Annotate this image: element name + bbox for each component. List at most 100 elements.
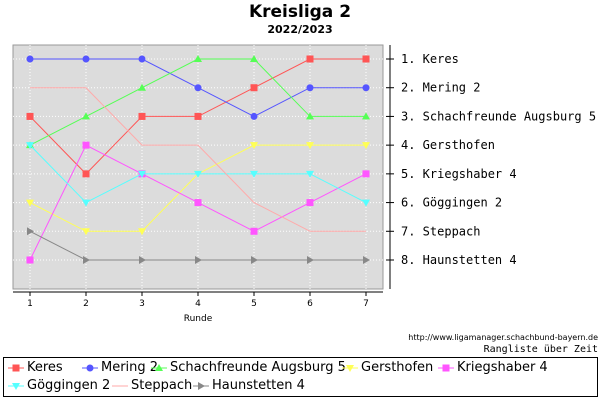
x-tick-label: 3 [139, 299, 145, 309]
legend-item-kriegshaber-4: Kriegshaber 4 [438, 360, 548, 376]
series-g-ggingen-2-marker [306, 170, 314, 178]
series-g-ggingen-2-marker [250, 170, 258, 178]
legend-item-kriegshaber-4-marker [442, 364, 450, 371]
series-gersthofen-marker [138, 228, 146, 236]
legend-item-gersthofen-label: Gersthofen [361, 360, 434, 375]
series-haunstetten-4-marker [363, 256, 370, 264]
series-keres-marker [306, 55, 314, 63]
rank-chart: 1 2 3 4 5 6 7 1. Keres 2. Mering 2 3. Schachfreu… [12, 44, 596, 324]
series-gersthofen-marker [306, 142, 314, 150]
series-g-ggingen-2-marker [26, 142, 34, 150]
legend-item-gersthofen-swatch [342, 364, 358, 372]
rank-label: 4. Gersthofen [401, 138, 495, 152]
series-schachfreunde-augsburg-5-marker [306, 112, 314, 120]
rank-label: 3. Schachfreunde Augsburg 5 [401, 109, 596, 123]
series-mering-2-marker [138, 55, 146, 63]
legend-item-g-ggingen-2: Göggingen 2 [8, 378, 110, 394]
x-axis-label: Runde [184, 314, 213, 324]
x-axis: 1 2 3 4 5 6 7 [13, 291, 383, 309]
series-haunstetten-4-marker [27, 227, 34, 236]
chart-caption: Rangliste über Zeit [483, 344, 598, 355]
series-gersthofen-marker [26, 199, 34, 207]
series-mering-2-marker [194, 84, 202, 92]
legend-item-steppach-label: Steppach [131, 378, 193, 393]
x-tick-label: 5 [251, 299, 257, 309]
legend-item-haunstetten-4: Haunstetten 4 [193, 378, 305, 394]
series-g-ggingen-2-marker [194, 170, 202, 178]
legend-item-steppach-swatch [112, 385, 128, 386]
legend-item-kriegshaber-4-label: Kriegshaber 4 [457, 360, 548, 375]
series-schachfreunde-augsburg-5-marker [194, 55, 202, 62]
series-mering-2-marker [306, 84, 314, 92]
legend-item-mering-2: Mering 2 [82, 360, 158, 376]
series-steppach-line [30, 87, 366, 232]
series-haunstetten-4-marker [307, 256, 314, 264]
source-url: http://www.ligamanager.schachbund-bayern… [408, 333, 598, 342]
series-kriegshaber-4-marker [250, 227, 258, 235]
series-kriegshaber-4-marker [82, 141, 90, 149]
series-schachfreunde-augsburg-5-marker [362, 112, 370, 120]
legend-item-haunstetten-4-marker [198, 381, 205, 390]
series-mering-2 [26, 55, 370, 120]
series-g-ggingen-2-marker [82, 199, 90, 207]
series-g-ggingen-2-marker [362, 199, 370, 207]
rank-label: 6. Göggingen 2 [401, 196, 502, 210]
legend-item-gersthofen: Gersthofen [342, 360, 433, 376]
series-group [26, 55, 370, 264]
series-schachfreunde-augsburg-5-marker [250, 55, 258, 62]
series-keres-marker [194, 112, 202, 120]
legend-item-keres: Keres [8, 360, 63, 376]
series-kriegshaber-4-marker [26, 256, 34, 264]
series-g-ggingen-2 [26, 142, 370, 207]
series-schachfreunde-augsburg-5-marker [82, 112, 90, 120]
legend-item-schachfreunde-augsburg-5-label: Schachfreunde Augsburg 5 [170, 360, 346, 375]
legend: Keres Mering 2 Schachfreunde Augsburg 5 Ger… [3, 357, 598, 397]
legend-item-mering-2-label: Mering 2 [101, 360, 159, 375]
legend-item-keres-swatch [8, 364, 24, 371]
series-haunstetten-4 [27, 227, 370, 264]
rank-label: 5. Kriegshaber 4 [401, 167, 517, 181]
series-mering-2-marker [362, 84, 370, 92]
series-schachfreunde-augsburg-5 [26, 55, 370, 149]
series-gersthofen-marker [362, 142, 370, 150]
legend-item-mering-2-marker [86, 364, 94, 371]
x-tick-label: 4 [195, 299, 201, 309]
chart-title: Kreisliga 2 [248, 2, 352, 22]
legend-item-haunstetten-4-swatch [193, 381, 209, 390]
series-keres-marker [26, 112, 34, 120]
x-tick-label: 1 [27, 299, 33, 309]
series-keres-marker [362, 55, 370, 63]
series-mering-2-marker [82, 55, 90, 63]
legend-item-mering-2-swatch [82, 364, 98, 371]
x-tick-label: 6 [307, 299, 313, 309]
series-g-ggingen-2-marker [138, 170, 146, 178]
legend-item-schachfreunde-augsburg-5-swatch [151, 363, 167, 371]
legend-item-g-ggingen-2-label: Göggingen 2 [27, 378, 111, 393]
rank-axis: 1. Keres 2. Mering 2 3. Schachfreunde Augs… [386, 45, 596, 289]
rank-label: 8. Haunstetten 4 [401, 253, 517, 267]
series-steppach [30, 87, 366, 232]
series-kriegshaber-4-marker [306, 199, 314, 207]
legend-item-g-ggingen-2-marker [12, 382, 20, 390]
series-keres-marker [82, 170, 90, 178]
legend-item-gersthofen-marker [346, 364, 354, 372]
series-haunstetten-4-marker [251, 256, 258, 264]
series-gersthofen-marker [250, 142, 258, 150]
series-schachfreunde-augsburg-5-marker [138, 83, 146, 91]
rank-label: 1. Keres [401, 52, 459, 66]
series-haunstetten-4-marker [195, 256, 202, 264]
series-keres-marker [138, 112, 146, 120]
legend-item-schachfreunde-augsburg-5-marker [155, 363, 163, 371]
series-kriegshaber-4-marker [194, 199, 202, 207]
legend-item-g-ggingen-2-swatch [8, 382, 24, 390]
series-mering-2-marker [250, 112, 258, 120]
series-keres-marker [250, 84, 258, 92]
x-tick-label: 2 [83, 299, 89, 309]
legend-item-keres-label: Keres [27, 360, 63, 375]
series-mering-2-marker [26, 55, 34, 63]
series-haunstetten-4-marker [139, 256, 146, 264]
series-gersthofen-marker [82, 228, 90, 236]
legend-item-haunstetten-4-label: Haunstetten 4 [212, 378, 305, 393]
legend-item-keres-marker [12, 364, 20, 371]
x-tick-label: 7 [363, 299, 369, 309]
